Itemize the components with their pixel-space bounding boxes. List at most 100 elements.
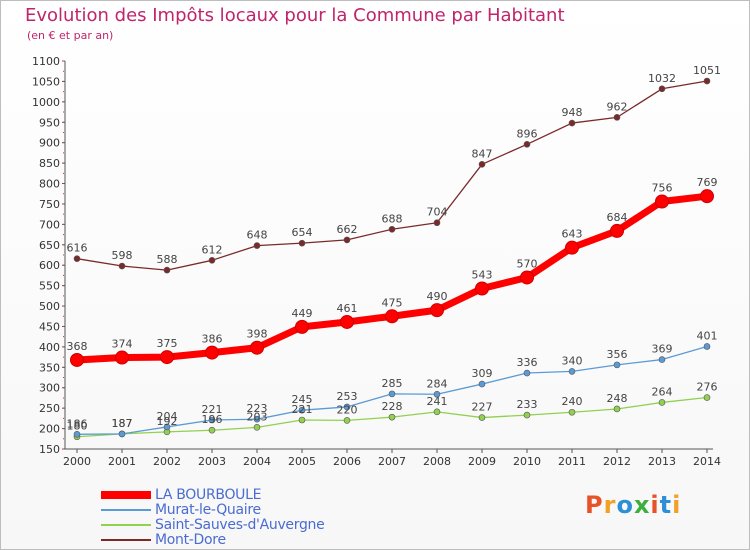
- x-tick-label: 2012: [603, 455, 631, 468]
- series-point-3: [163, 266, 171, 274]
- series-point-3: [613, 114, 621, 121]
- proxiti-logo: Proxiti: [585, 491, 681, 519]
- series-point-1: [343, 403, 351, 411]
- series-point-1: [703, 343, 711, 350]
- data-label: 336: [517, 356, 538, 369]
- data-label: 180: [67, 420, 88, 433]
- data-label: 398: [247, 328, 268, 341]
- data-label: 401: [697, 329, 718, 342]
- logo-letter: x: [633, 491, 651, 519]
- series-point-0: [70, 352, 84, 367]
- data-label: 654: [292, 226, 313, 239]
- series-point-0: [160, 350, 174, 365]
- series-point-2: [433, 408, 441, 416]
- data-label: 221: [292, 403, 313, 416]
- data-label: 1051: [693, 64, 721, 77]
- series-point-1: [388, 390, 396, 398]
- data-label: 221: [202, 403, 223, 416]
- y-tick-label: 150: [39, 443, 60, 456]
- y-tick-label: 250: [39, 402, 60, 415]
- series-point-1: [613, 361, 621, 369]
- series-point-3: [523, 141, 531, 148]
- series-point-1: [478, 380, 486, 388]
- legend-label: Mont-Dore: [155, 531, 226, 548]
- series-point-2: [703, 394, 711, 401]
- series-point-0: [295, 319, 309, 334]
- data-label: 248: [607, 392, 628, 405]
- series-point-2: [343, 417, 351, 424]
- logo-letter: t: [659, 491, 673, 519]
- x-tick-label: 2000: [63, 455, 91, 468]
- data-label: 374: [112, 338, 133, 351]
- series-point-3: [388, 225, 396, 233]
- series-point-2: [388, 413, 396, 421]
- data-label: 241: [427, 395, 448, 408]
- data-label: 220: [337, 403, 358, 416]
- data-label: 570: [517, 257, 538, 270]
- data-label: 948: [562, 106, 583, 119]
- series-point-2: [478, 414, 486, 421]
- legend-label: Murat-le-Quaire: [155, 501, 261, 518]
- x-tick-label: 2004: [243, 455, 271, 468]
- data-label: 369: [652, 343, 673, 356]
- data-label: 461: [337, 302, 358, 315]
- series-point-3: [343, 236, 351, 244]
- y-tick-label: 750: [39, 198, 60, 211]
- data-label: 285: [382, 377, 403, 390]
- series-point-1: [253, 415, 261, 423]
- x-tick-label: 2008: [423, 455, 451, 468]
- logo-letter: i: [650, 491, 660, 519]
- series-point-0: [610, 223, 624, 238]
- data-label: 684: [607, 211, 628, 224]
- data-label: 1032: [648, 72, 676, 85]
- y-tick-label: 500: [39, 300, 60, 313]
- series-point-2: [523, 411, 531, 419]
- data-label: 223: [247, 402, 268, 415]
- y-tick-label: 450: [39, 320, 60, 333]
- series-point-3: [118, 262, 126, 270]
- series-point-0: [475, 281, 489, 296]
- series-point-2: [613, 405, 621, 413]
- x-tick-label: 2005: [288, 455, 316, 468]
- data-label: 449: [292, 307, 313, 320]
- series-point-2: [298, 416, 306, 424]
- data-label: 240: [562, 395, 583, 408]
- logo-letter: i: [672, 491, 682, 519]
- logo-letter: r: [603, 491, 617, 519]
- series-point-1: [163, 423, 171, 431]
- series-point-3: [253, 242, 261, 249]
- series-point-0: [655, 194, 669, 209]
- data-label: 375: [157, 337, 178, 350]
- series-point-3: [208, 257, 216, 264]
- data-label: 284: [427, 377, 448, 390]
- y-tick-label: 200: [39, 423, 60, 436]
- series-point-3: [658, 85, 666, 93]
- data-label: 368: [67, 340, 88, 353]
- data-label: 233: [517, 398, 538, 411]
- series-point-3: [478, 161, 486, 168]
- series-point-1: [73, 430, 81, 438]
- legend: LA BOURBOULE Murat-le-Quaire Saint-Sauves-…: [101, 487, 325, 548]
- x-tick-label: 2002: [153, 455, 181, 468]
- legend-item: LA BOURBOULE: [101, 487, 324, 503]
- y-tick-label: 850: [39, 157, 60, 170]
- data-label: 588: [157, 253, 178, 266]
- y-tick-label: 700: [39, 218, 60, 231]
- series-point-0: [520, 270, 534, 285]
- series-point-1: [433, 390, 441, 398]
- legend-item: Murat-le-Quaire: [101, 501, 324, 518]
- y-tick-label: 350: [39, 361, 60, 374]
- y-tick-label: 1050: [32, 75, 60, 88]
- series-point-0: [430, 303, 444, 318]
- y-tick-label: 550: [39, 280, 60, 293]
- series-point-3: [568, 119, 576, 127]
- legend-item: Saint-Sauves-d'Auvergne: [101, 517, 325, 533]
- data-label: 186: [67, 417, 88, 430]
- x-tick-label: 2007: [378, 455, 406, 468]
- legend-swatch: [101, 508, 151, 511]
- data-label: 253: [337, 390, 358, 403]
- chart-subtitle: (en € et par an): [27, 29, 114, 42]
- legend-swatch: [101, 523, 151, 526]
- data-label: 187: [112, 417, 133, 430]
